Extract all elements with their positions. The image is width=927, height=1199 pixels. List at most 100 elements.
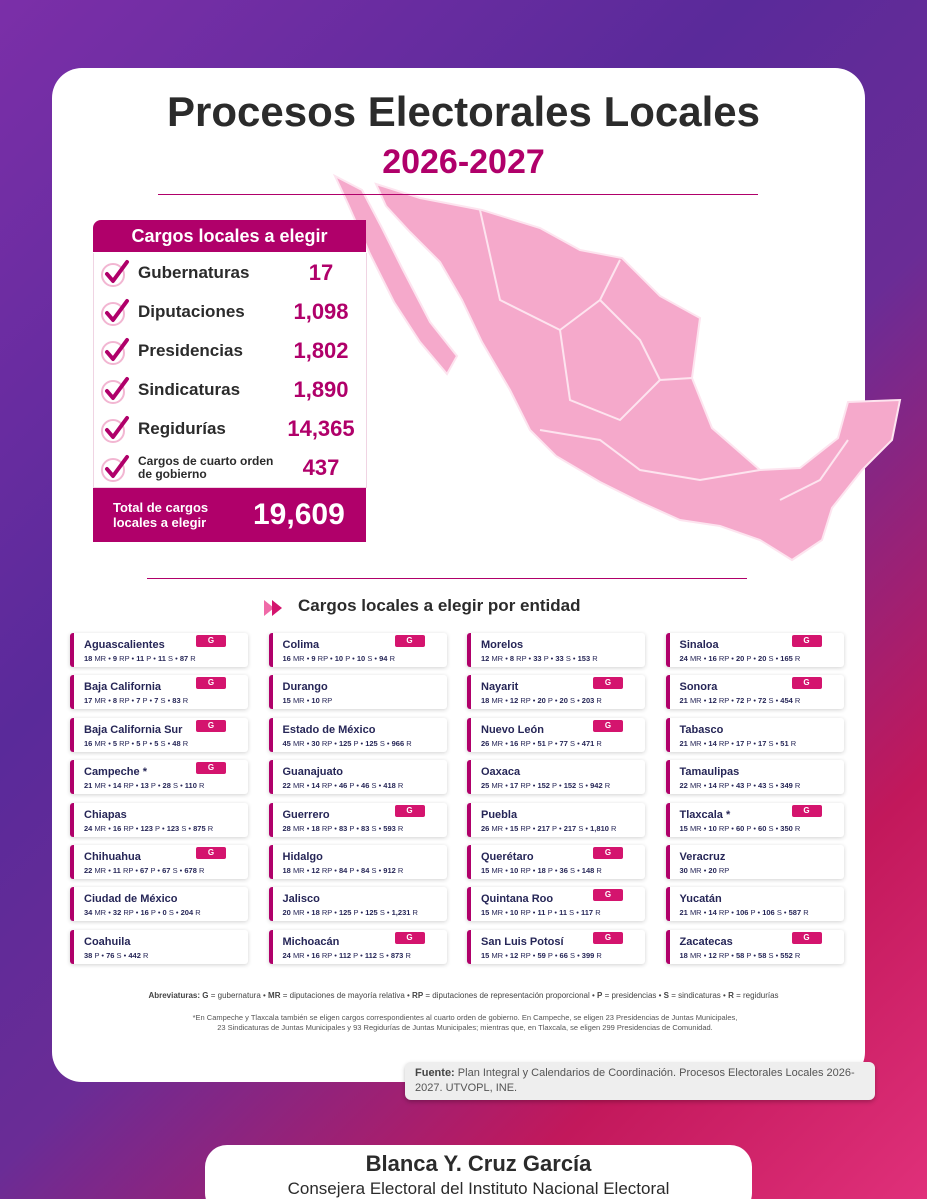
abbr-meaning: = diputaciones de mayoría relativa [282,991,405,1000]
value-item: 11 RP [106,866,133,875]
count: 18 [481,696,490,706]
value-item: 14 RP [702,908,730,917]
entity-name: Nayarit [481,681,519,694]
value-item: 94 R [372,654,395,663]
count: 66 [559,950,568,960]
count: 112 [364,950,377,960]
value-item: 17 S [751,739,773,748]
unit: MR [689,908,702,918]
value-item: 11 S [552,908,574,917]
value-item: 454 R [774,696,801,705]
unit: MR [94,738,107,748]
count: 217 [563,823,577,833]
unit: RP [321,823,333,833]
count: 30 [679,866,688,875]
governor-badge: G [593,847,623,859]
entity-values: 16 MR5 RP5 P5 S48 R [84,739,188,748]
count: 51 [537,738,546,748]
value-item: 12 RP [305,866,333,875]
abbr-code: R [728,991,734,1000]
entity-values: 15 MR10 RP18 P36 S148 R [481,866,602,875]
value-item: 18 MR [481,696,503,705]
count: 152 [563,781,577,791]
unit: RP [718,908,730,918]
unit: S [569,696,575,706]
summary-row: Cargos de cuarto orden de gobierno 437 [93,448,367,488]
unit: R [794,823,801,833]
count: 59 [537,950,546,960]
unit: MR [292,696,305,706]
count: 84 [338,866,348,875]
value-item: 20 S [751,654,773,663]
count: 873 [390,950,404,960]
count: 67 [162,866,171,875]
count: 349 [780,781,793,791]
value-item: 59 P [531,951,553,960]
value-item: 66 S [553,951,575,960]
unit: RP [520,908,531,918]
governor-badge: G [196,719,226,732]
value-item: 18 MR [680,951,702,960]
unit: P [142,696,148,706]
unit: S [371,866,377,875]
governor-badge: G [593,931,623,944]
value-item: 20 P [729,654,751,663]
check-icon [101,298,129,326]
unit: R [596,866,602,875]
value-item: 87 R [173,654,196,663]
abbr-item: G = gubernatura [202,991,261,1000]
unit: MR [491,696,504,706]
unit: RP [317,654,328,663]
count: 11 [112,866,121,875]
governor-badge: G [196,635,226,647]
row-label: Gubernaturas [138,262,250,282]
count: 7 [154,696,159,706]
entity-values: 24 MR16 RP123 P123 S875 R [84,824,213,833]
count: 14 [708,781,717,791]
value-item: 148 R [575,866,602,875]
count: 165 [780,654,793,663]
count: 8 [509,654,515,663]
count: 153 [577,654,591,663]
entity-values: 20 MR18 RP125 P125 S1,231 R [283,908,418,917]
value-item: 875 R [186,824,213,833]
unit: RP [321,781,333,791]
unit: MR [491,866,504,875]
entity-card: Tlaxcala *G15 MR10 RP60 P60 S350 R [665,802,844,837]
summary-row: Presidencias 1,802 [93,331,367,371]
count: 83 [172,696,181,706]
count: 203 [581,696,595,706]
unit: R [803,908,809,918]
unit: MR [491,908,504,918]
count: 15 [679,823,688,833]
value-item: 21 MR [680,739,702,748]
value-item: 125 S [358,908,384,917]
value-item: 8 RP [503,654,526,663]
count: 26 [481,823,490,833]
value-item: 16 RP [305,951,333,960]
value-item: 10 RP [503,908,531,917]
unit: MR [491,654,504,663]
count: 10 [334,654,344,663]
value-item: 587 R [782,908,809,917]
count: 15 [481,866,490,875]
unit: R [199,866,205,875]
count: 20 [758,654,767,663]
unit: MR [94,866,107,875]
count: 942 [590,781,603,791]
entity-values: 30 MR20 RP [680,866,730,875]
count: 28 [162,781,171,791]
title: Procesos Electorales Locales [167,88,760,135]
count: 16 [282,654,291,663]
value-item: 217 P [531,824,557,833]
count: 1,231 [391,908,411,918]
source-text: Plan Integral y Calendarios de Coordinac… [415,1067,855,1094]
value-item: 21 MR [680,696,702,705]
value-item: 349 R [774,781,801,790]
